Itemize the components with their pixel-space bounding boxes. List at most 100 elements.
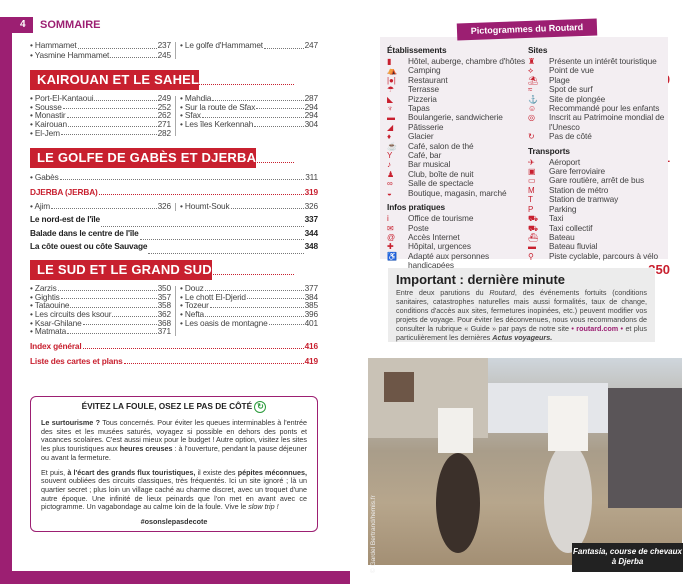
pictogram-item: P Parking <box>528 203 666 214</box>
section-banner-sud[interactable]: LE SUD ET LE GRAND SUD <box>30 260 212 280</box>
toc-entry[interactable]: Balade dans le centre de l'île 344 <box>30 228 318 243</box>
leader-dots <box>230 162 294 163</box>
pictogram-label: Présente un intérêt touristique <box>549 56 657 66</box>
toc-entry[interactable]: • Tozeur 385 <box>180 301 318 310</box>
leader-dots <box>66 111 157 119</box>
toc-entry[interactable]: La côte ouest ou côte Sauvage 348 <box>30 242 318 256</box>
leader-dots <box>184 84 294 85</box>
entry-page: 311 <box>305 172 318 182</box>
toc-entry-houmt-souk[interactable]: • Houmt-Souk 326 <box>180 202 318 211</box>
pictogram-group-title: Établissements <box>387 45 447 55</box>
pictogram-item: ⟡ Point de vue <box>528 65 666 75</box>
pictogram-item: ⚲ Piste cyclable, parcours à vélo <box>528 251 666 261</box>
entry-page: 362 <box>157 309 172 320</box>
hospital-icon: ✚ <box>387 242 394 252</box>
section-banner-gabes[interactable]: LE GOLFE DE GABÈS ET DJERBA <box>30 148 257 168</box>
pictogram-item: ◢ Pâtisserie <box>387 122 527 132</box>
entry-page: 357 <box>157 291 172 302</box>
pictogram-item: ↻ Pas de côté <box>528 131 666 141</box>
toc-entry[interactable]: • Tataouine 358 <box>30 301 171 310</box>
entry-label: • Sousse <box>30 101 62 112</box>
taxi-icon: ⛟ <box>528 214 538 224</box>
entry-label: • Tozeur <box>180 300 209 311</box>
leader-dots <box>100 215 304 227</box>
surf-icon: ≈ <box>528 85 533 95</box>
toc-entry[interactable]: • Les îles Kerkennah 304 <box>180 120 318 129</box>
leader-dots <box>204 284 304 291</box>
pictogram-label: Accès Internet <box>408 231 460 242</box>
pictogram-item: ♪ Bar musical <box>387 160 527 170</box>
pictogram-label: Station de métro <box>549 184 609 195</box>
icecream-icon: ♦ <box>387 132 391 142</box>
toc-entry[interactable]: • Le golfe d'Hammamet 247 <box>180 41 318 51</box>
entry-label: • Tataouine <box>30 300 70 311</box>
pictogram-label: Hôpital, urgences <box>408 241 471 252</box>
pictogram-label: Taxi <box>549 213 564 224</box>
pictogram-column-left: Établissements ▮ Hôtel, auberge, chambre d… <box>387 43 527 271</box>
pictogram-label: Tapas <box>408 103 430 114</box>
toc-entry[interactable]: • Sfax 294 <box>180 111 318 120</box>
toc-entry[interactable]: • Hammamet 237 <box>30 41 171 51</box>
toc-entry-ajim[interactable]: • Ajim 326 <box>30 202 171 211</box>
toc-entry[interactable]: • Sousse 252 <box>30 101 171 112</box>
pictogram-label: Office de tourisme <box>408 213 474 224</box>
toc-entry[interactable]: • Sur la route de Sfax 294 <box>180 102 318 112</box>
bike-icon: ⚲ <box>528 251 534 261</box>
toc-entry-maps[interactable]: Liste des cartes et plans 419 <box>30 357 318 366</box>
club-icon: ♟ <box>387 169 395 179</box>
entry-page: 348 <box>304 241 319 252</box>
toc-entry[interactable]: • El-Jem 282 <box>30 129 171 138</box>
toc-entry[interactable]: • Port-El-Kantaoui 249 <box>30 94 171 103</box>
rider <box>438 408 473 453</box>
toc-entry[interactable]: • Les circuits des ksour 362 <box>30 310 171 319</box>
mail-icon: ✉ <box>387 223 394 233</box>
entry-page: 262 <box>157 110 172 121</box>
rider <box>548 396 588 451</box>
t: , des événements fortuits (conditions sa… <box>396 288 647 333</box>
toc-entry[interactable]: • Nefta 396 <box>180 310 318 319</box>
entry-page: 319 <box>304 187 319 197</box>
toc-entry[interactable]: • Matmata 371 <box>30 327 171 336</box>
toc-entry[interactable]: • Zarzis 350 <box>30 284 171 293</box>
pictogram-item: ⛟ Taxi <box>528 213 666 224</box>
leader-dots <box>94 94 157 101</box>
pictogram-item: i Office de tourisme <box>387 213 527 224</box>
toc-entry-index[interactable]: Index général 416 <box>30 342 318 351</box>
page-frame-bottom-bar <box>0 571 350 584</box>
toc-entry[interactable]: • Monastir 262 <box>30 111 171 120</box>
toc-entry[interactable]: • Yasmine Hammamet 245 <box>30 50 171 61</box>
kairouan-right-list: • Mahdia 287 • Sur la route de Sfax 294 • Sf… <box>180 94 318 129</box>
entry-page: 304 <box>304 119 319 130</box>
entry-label: • Mahdia <box>180 93 212 103</box>
pictogram-item: ∞ Salle de spectacle <box>387 178 527 188</box>
toc-entry[interactable]: • Gightis 357 <box>30 291 172 302</box>
side-step-box: ÉVITEZ LA FOULE, OSEZ LE PAS DE CÔTÉ ↻ L… <box>30 396 318 532</box>
box-title-text: ÉVITEZ LA FOULE, OSEZ LE PAS DE CÔTÉ <box>81 401 253 412</box>
toc-entry[interactable]: • Kairouan 271 <box>30 120 171 129</box>
routard-link[interactable]: • routard.com • <box>571 324 624 333</box>
pictogram-item: T Station de tramway <box>528 194 666 204</box>
toc-entry[interactable]: • Le chott El-Djerid 384 <box>180 291 319 302</box>
toc-entry[interactable]: • Mahdia 287 <box>180 94 318 103</box>
t: souvent oubliées des circuits classiques… <box>41 476 307 512</box>
diving-icon: ⚓ <box>528 94 538 104</box>
t: il existe des <box>195 467 238 477</box>
toc-entry[interactable]: • Ksar-Ghilane 368 <box>30 319 171 328</box>
pictogram-label: Glacier <box>408 131 434 142</box>
toc-entry[interactable]: Le nord-est de l'île 337 <box>30 215 318 229</box>
t: pépites méconnues, <box>237 467 307 477</box>
pictogram-item: ⚓ Site de plongée <box>528 94 666 104</box>
pictogram-label: Parking <box>549 203 577 214</box>
toc-entry[interactable]: • Les oasis de montagne 401 <box>180 319 318 328</box>
toc-entry-gabes[interactable]: • Gabès 311 <box>30 173 318 182</box>
entry-label: • Sfax <box>180 110 201 121</box>
restaurant-icon: |●| <box>387 75 396 85</box>
section-banner-kairouan[interactable]: KAIROUAN ET LE SAHEL <box>30 70 200 90</box>
toc-entry-djerba[interactable]: DJERBA (JERBA) 319 <box>30 188 318 197</box>
entry-label: • Ksar-Ghilane <box>30 317 82 328</box>
pictogram-item: ◒ Boutique, magasin, marché <box>387 188 527 198</box>
entry-page: 384 <box>304 291 319 302</box>
toc-entry[interactable]: • Douz 377 <box>180 284 318 293</box>
leader-dots <box>62 103 157 110</box>
pictogram-group-title: Transports <box>528 145 570 156</box>
